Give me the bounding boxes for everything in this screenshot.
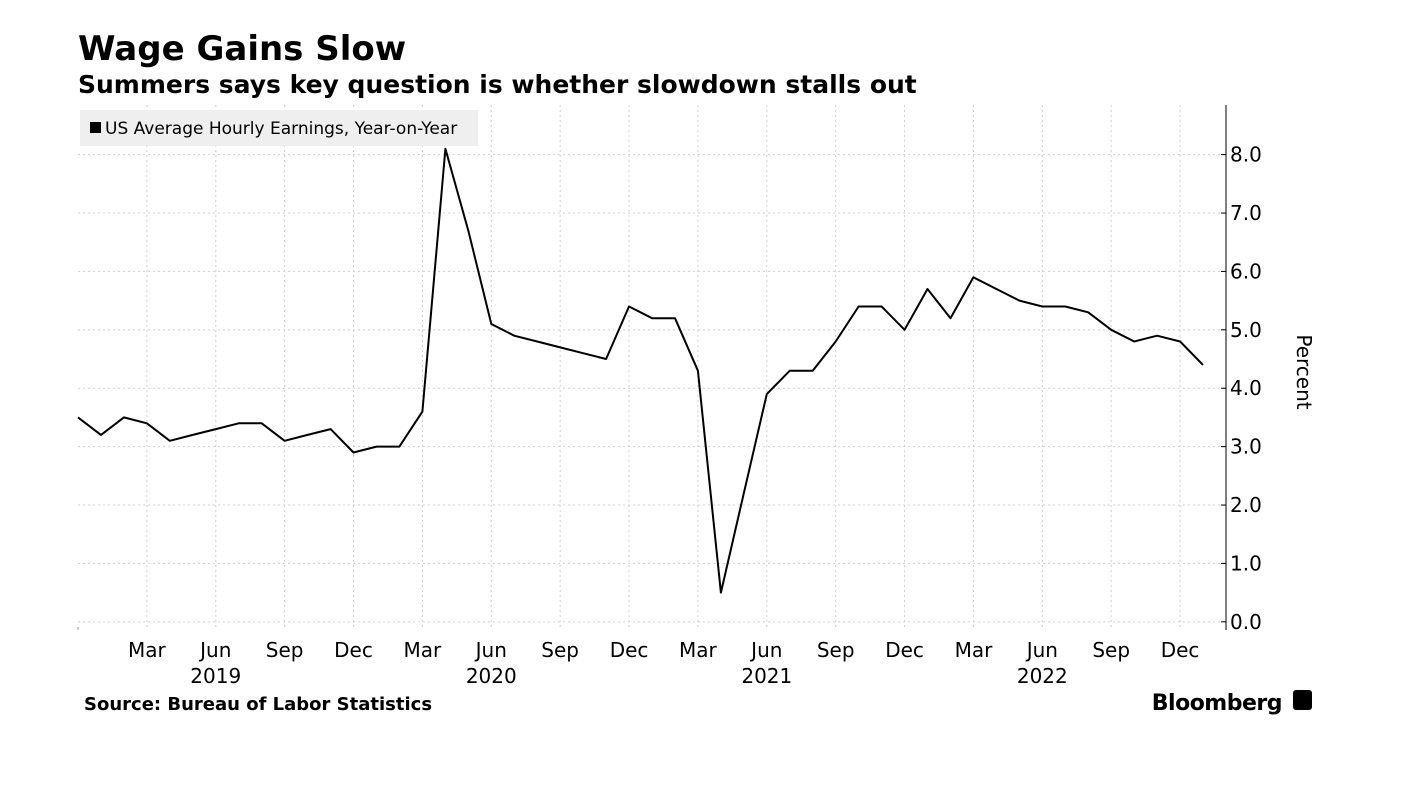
y-tick-label: 3.0 <box>1230 435 1262 459</box>
x-tick-label: Dec <box>610 638 649 662</box>
y-tick-label: 8.0 <box>1230 143 1262 167</box>
y-tick-label: 1.0 <box>1230 551 1262 575</box>
legend: US Average Hourly Earnings, Year-on-Year <box>80 110 478 146</box>
x-tick-label: Jun <box>198 638 231 662</box>
x-tick-label: Mar <box>404 638 443 662</box>
brand: Bloomberg <box>1152 691 1282 716</box>
y-axis-label: Percent <box>1292 334 1316 409</box>
x-year-label: 2019 <box>190 664 241 688</box>
x-tick-label: Dec <box>885 638 924 662</box>
x-tick-label: Sep <box>266 638 304 662</box>
x-tick-label: Sep <box>1092 638 1130 662</box>
y-tick-label: 5.0 <box>1230 318 1262 342</box>
y-tick-label: 7.0 <box>1230 201 1262 225</box>
y-tick-label: 4.0 <box>1230 376 1262 400</box>
legend-swatch <box>90 122 101 133</box>
chart-subtitle: Summers says key question is whether slo… <box>78 70 917 99</box>
x-tick-label: Jun <box>474 638 507 662</box>
x-tick-label: Dec <box>1161 638 1200 662</box>
x-year-label: 2022 <box>1017 664 1068 688</box>
brand-icon <box>1293 690 1312 710</box>
y-tick-label: 6.0 <box>1230 259 1262 283</box>
data-line <box>77 147 1204 594</box>
y-tick-label: 0.0 <box>1230 610 1262 634</box>
chart-title: Wage Gains Slow <box>78 29 406 69</box>
x-tick-label: Dec <box>334 638 373 662</box>
x-tick-label: Sep <box>541 638 579 662</box>
x-tick-label: Mar <box>955 638 994 662</box>
source: Source: Bureau of Labor Statistics <box>84 694 432 715</box>
y-tick-label: 2.0 <box>1230 493 1262 517</box>
x-tick-label: Mar <box>128 638 167 662</box>
x-tick-label: Sep <box>817 638 855 662</box>
x-tick-label: Mar <box>679 638 718 662</box>
legend-box <box>80 110 478 146</box>
legend-label: US Average Hourly Earnings, Year-on-Year <box>105 119 457 139</box>
x-year-label: 2020 <box>466 664 517 688</box>
x-year-label: 2021 <box>741 664 792 688</box>
x-tick-label: Jun <box>749 638 782 662</box>
x-tick-label: Jun <box>1025 638 1058 662</box>
